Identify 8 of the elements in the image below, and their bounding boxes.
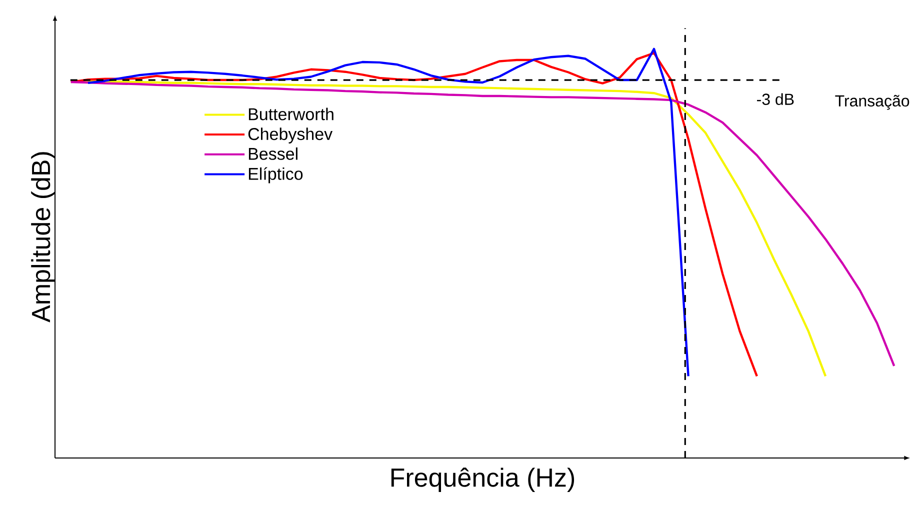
legend-label: Chebyshev — [248, 128, 333, 144]
legend-label: Butterworth — [248, 108, 334, 120]
legend-label: Elíptico — [248, 167, 303, 184]
y-axis-title: Amplitude (dB) — [31, 152, 56, 322]
legend-label: Bessel — [248, 147, 298, 160]
annotation: Transação — [835, 94, 910, 110]
ref-line-label: -3 dB — [757, 93, 794, 105]
x-axis-title: Frequência (Hz) — [391, 468, 574, 492]
